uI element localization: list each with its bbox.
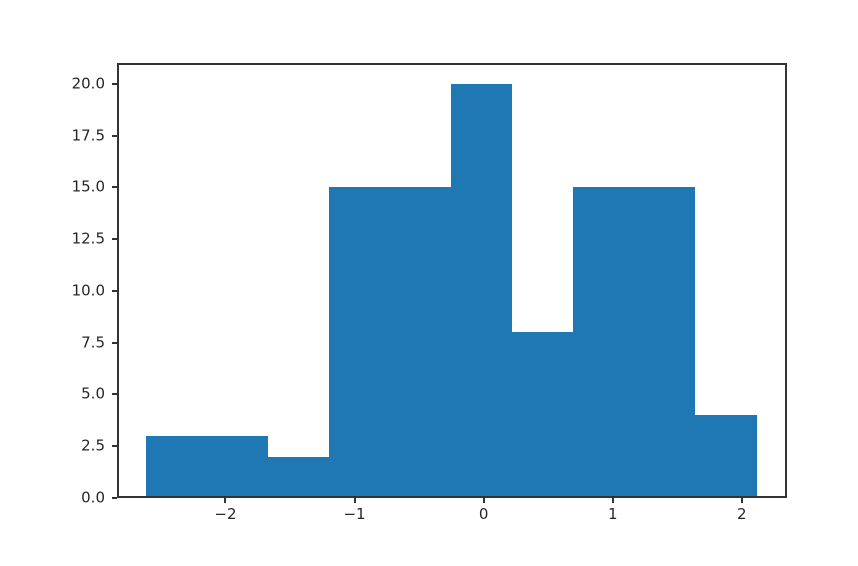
y-tick-label: 5.0 xyxy=(81,384,105,403)
y-tick-mark xyxy=(112,134,117,137)
x-tick-label: 0 xyxy=(478,505,489,523)
y-tick-label: 20.0 xyxy=(71,74,105,93)
y-tick-mark xyxy=(112,82,117,85)
histogram-bar xyxy=(329,187,390,496)
histogram-bar xyxy=(573,187,634,496)
histogram-bar xyxy=(512,332,573,496)
y-tick-mark xyxy=(112,497,117,499)
y-tick-label: 15.0 xyxy=(71,177,105,196)
y-tick-mark xyxy=(112,341,117,344)
x-tick-label: −2 xyxy=(214,505,237,523)
x-tick-label: 2 xyxy=(737,505,747,523)
y-tick-label: 0.0 xyxy=(81,488,105,507)
histogram-bar xyxy=(390,187,451,496)
y-tick-mark xyxy=(112,238,117,241)
y-tick-label: 7.5 xyxy=(81,333,105,352)
histogram-bar xyxy=(146,436,207,496)
y-tick-mark xyxy=(112,393,117,396)
x-tick-label: −1 xyxy=(343,505,366,523)
x-tick-mark xyxy=(224,498,227,503)
histogram-bar xyxy=(695,415,757,496)
x-tick-label: 1 xyxy=(607,505,618,523)
x-tick-mark xyxy=(482,498,485,503)
x-tick-mark xyxy=(611,498,614,503)
y-tick-label: 17.5 xyxy=(71,126,105,144)
histogram-bar xyxy=(634,187,695,496)
histogram-bar xyxy=(207,436,268,496)
x-tick-mark xyxy=(353,498,356,503)
histogram-bar xyxy=(451,84,512,496)
histogram-bar xyxy=(268,457,329,496)
y-tick-label: 2.5 xyxy=(81,436,105,455)
bars-layer xyxy=(119,65,785,496)
x-tick-mark xyxy=(740,498,743,503)
plot-area xyxy=(117,63,787,498)
y-tick-mark xyxy=(112,186,117,189)
y-tick-mark xyxy=(112,445,117,448)
y-tick-mark xyxy=(112,289,117,292)
y-tick-label: 12.5 xyxy=(71,229,105,248)
y-tick-label: 10.0 xyxy=(71,281,105,300)
